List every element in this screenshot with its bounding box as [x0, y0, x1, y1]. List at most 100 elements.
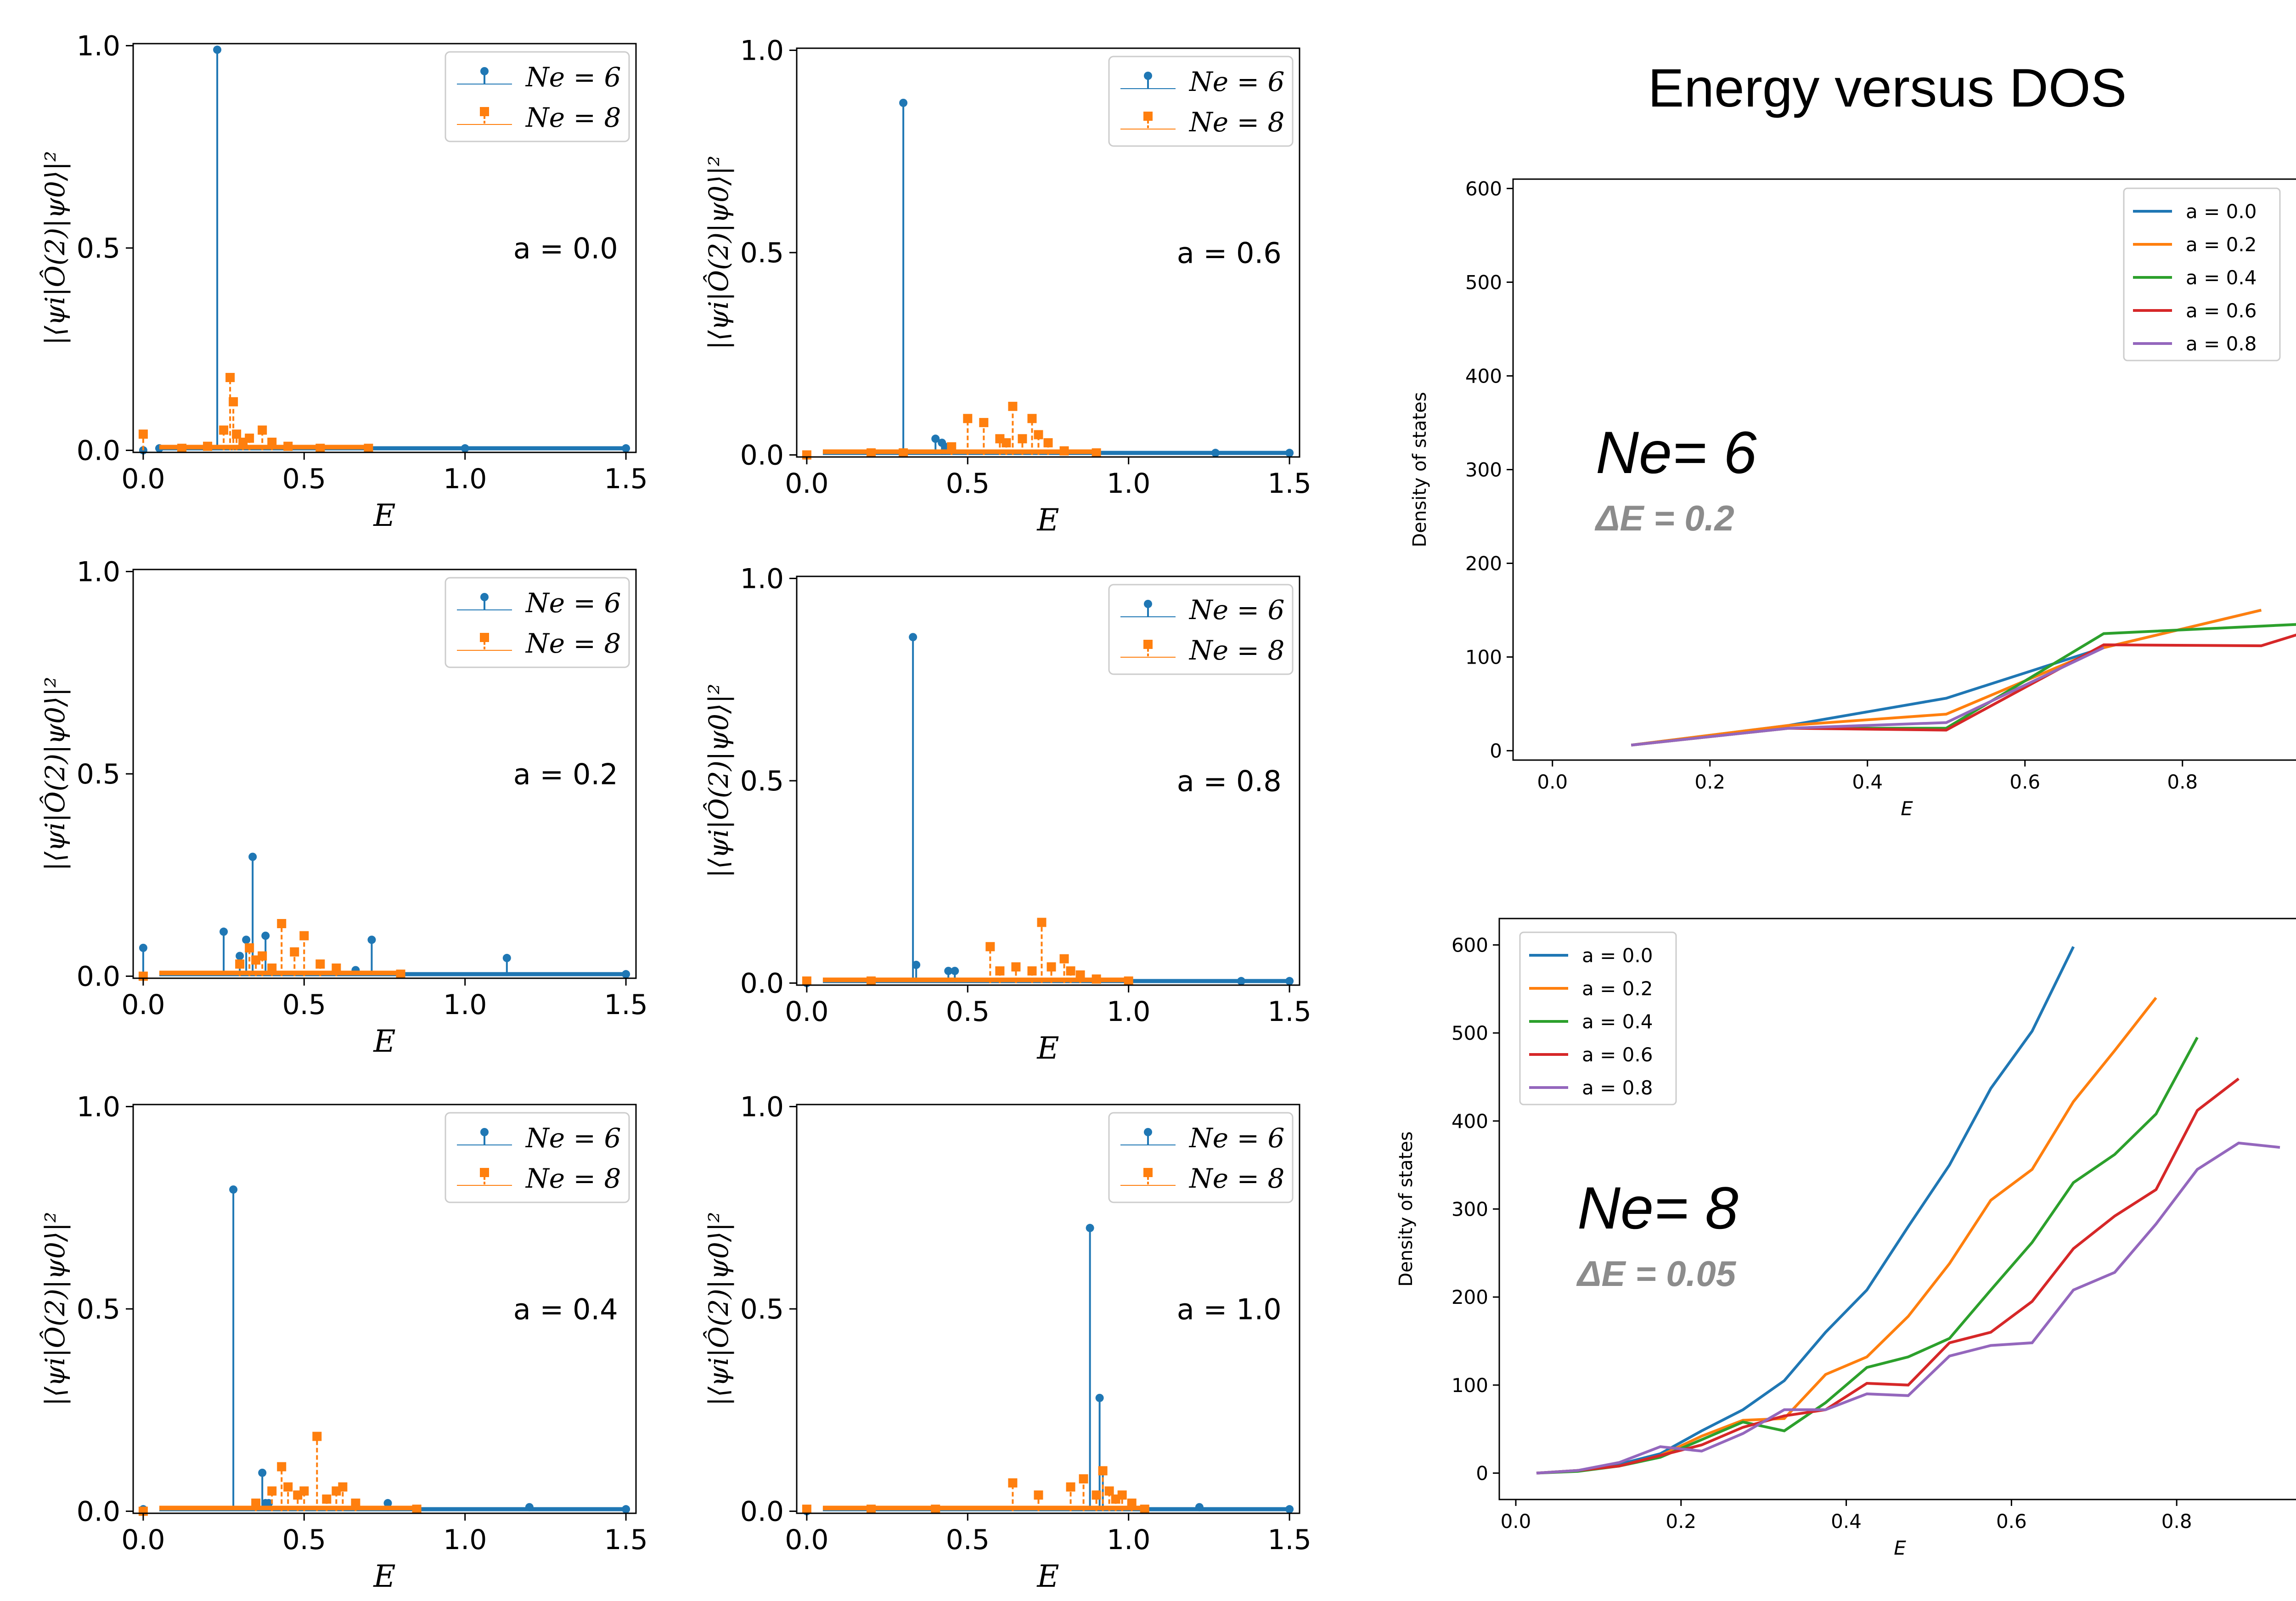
x-tick-label: 0.2 [1694, 771, 1725, 793]
y-tick-label: 0.0 [740, 968, 784, 1000]
ne6-marker [383, 1499, 392, 1507]
ne6-marker [1086, 1223, 1094, 1232]
legend-label: a = 0.2 [1582, 977, 1653, 1000]
stem-legend: Ne = 6 Ne = 8 [445, 1112, 630, 1203]
ne8-marker [299, 1486, 309, 1496]
x-tick-label: 0.0 [785, 996, 828, 1028]
y-tick-label: 0.5 [77, 758, 120, 790]
ne8-marker [277, 919, 287, 929]
stem-panel-3: 0.0 0.5 1.0 1.5 0.0 0.5 1.0 E |⟨ψi|Ô(2)|ψ0⟩|² a =… [39, 556, 648, 1059]
x-axis-label: E [1036, 1031, 1059, 1066]
legend-ne8-marker [1143, 112, 1153, 121]
ne8-marker [1140, 1505, 1149, 1514]
x-tick-label: 0.6 [2009, 771, 2040, 793]
y-tick-label: 600 [1465, 177, 1502, 200]
ne8-marker [867, 1505, 876, 1514]
x-tick-label: 0.0 [1501, 1510, 1531, 1533]
legend-ne8-marker [480, 1168, 489, 1177]
ne6-marker [944, 967, 953, 975]
x-tick-label: 0.6 [1996, 1510, 2027, 1533]
y-tick-label: 0 [1490, 740, 1502, 762]
legend-label: a = 0.2 [2186, 233, 2257, 256]
y-tick-label: 1.0 [77, 30, 120, 62]
ne8-marker [867, 976, 876, 986]
ne8-marker [232, 429, 242, 439]
ne6-marker [912, 960, 921, 969]
ne8-marker [1008, 401, 1018, 411]
x-tick-label: 0.0 [121, 463, 165, 495]
ne6-marker [622, 1505, 630, 1514]
legend-label: a = 0.4 [2186, 266, 2257, 289]
ne8-marker [1092, 1490, 1101, 1500]
ne8-marker [322, 1494, 332, 1504]
dos-line-08 [1536, 1141, 2280, 1475]
ne8-marker [931, 1505, 940, 1514]
ne8-marker [1011, 962, 1021, 972]
stem-legend: Ne = 6 Ne = 8 [1108, 56, 1294, 147]
y-tick-label: 0.0 [77, 1496, 120, 1528]
ne8-marker [267, 437, 277, 447]
ne6-marker [1211, 449, 1220, 457]
panel-annotation: a = 0.0 [513, 231, 618, 265]
y-tick-label: 500 [1452, 1022, 1488, 1044]
ne8-marker [219, 425, 229, 435]
legend-label: a = 0.8 [2186, 333, 2257, 355]
ne8-marker [251, 1498, 261, 1508]
legend-ne6-marker [480, 67, 489, 75]
x-tick-label: 0.0 [121, 989, 165, 1021]
y-tick-label: 500 [1465, 271, 1502, 293]
ne8-marker [283, 1482, 293, 1492]
ne8-marker [1059, 954, 1069, 964]
x-tick-label: 1.0 [1107, 468, 1150, 500]
ne8-marker [1104, 1486, 1114, 1496]
dos-legend: a = 0.0 a = 0.2 a = 0.4 a = 0.6 a = 0.8 [2123, 187, 2281, 361]
ne6-marker [502, 953, 511, 962]
stem-legend: Ne = 6 Ne = 8 [445, 51, 630, 142]
y-tick-label: 200 [1452, 1286, 1488, 1308]
ne6-marker [931, 434, 940, 443]
x-tick-label: 1.5 [1267, 468, 1311, 500]
ne8-marker [1066, 966, 1075, 976]
dos-legend: a = 0.0 a = 0.2 a = 0.4 a = 0.6 a = 0.8 [1519, 931, 1677, 1105]
ne6-marker [367, 936, 376, 944]
y-axis-label: |⟨ψi|Ô(2)|ψ0⟩|² [39, 677, 71, 871]
stem-legend: Ne = 6 Ne = 8 [1108, 584, 1294, 675]
ne6-marker [622, 970, 630, 979]
y-tick-label: 1.0 [740, 1091, 784, 1123]
ne8-marker [299, 931, 309, 941]
legend-ne6-label: Ne = 6 [525, 587, 621, 619]
panel-annotation: Ne= 8 [1577, 1174, 1739, 1241]
dos-panel-1: 0.0 0.2 0.4 0.6 0.8 0 100 200 300 400 500 600 E Densi… [1409, 177, 2296, 820]
dos-line-06 [1536, 1077, 2240, 1475]
ne8-marker [229, 397, 238, 406]
y-tick-label: 0.0 [740, 1496, 784, 1528]
ne8-marker [338, 1482, 348, 1492]
ne6-marker [242, 936, 251, 944]
ne6-marker [1285, 449, 1294, 457]
ne8-marker [1037, 918, 1047, 927]
ne8-marker [258, 425, 267, 435]
x-tick-label: 1.5 [1267, 996, 1311, 1028]
x-tick-label: 0.0 [121, 1524, 165, 1556]
dos-panel-2: 0.0 0.2 0.4 0.6 0.8 0 100 200 300 400 500 600 E Densi… [1396, 918, 2296, 1559]
y-tick-label: 0.5 [740, 765, 784, 797]
ne8-marker [235, 959, 245, 969]
x-axis-label: E [373, 1559, 395, 1594]
ne8-marker [867, 448, 876, 458]
ne6-marker [219, 927, 228, 936]
x-tick-label: 0.0 [785, 1524, 828, 1556]
legend-ne6-label: Ne = 6 [525, 1122, 621, 1154]
panel-annotation: a = 0.6 [1177, 236, 1282, 270]
ne8-marker [1027, 966, 1037, 976]
ne6-marker [236, 952, 244, 960]
dos-line-04 [1631, 623, 2296, 747]
ne6-marker [139, 943, 147, 952]
dos-line-00 [1536, 946, 2075, 1475]
ne6-marker [622, 444, 630, 453]
x-tick-label: 1.0 [443, 989, 487, 1021]
x-tick-label: 1.0 [443, 463, 487, 495]
legend-box [445, 51, 630, 142]
ne8-marker [1075, 970, 1085, 980]
y-tick-label: 0.0 [740, 440, 784, 472]
